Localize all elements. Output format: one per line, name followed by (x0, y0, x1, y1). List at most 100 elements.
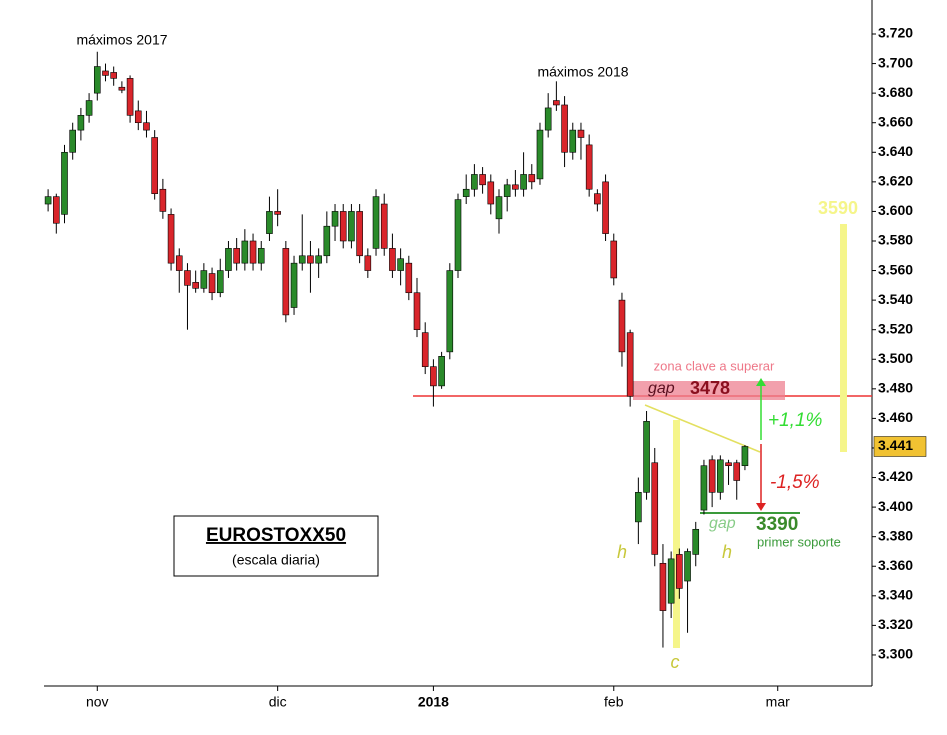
candle-body (200, 270, 208, 289)
candle-body (126, 78, 134, 116)
candle-body (618, 299, 626, 353)
y-tick-label: 3.580 (878, 232, 913, 248)
candle-body (356, 211, 363, 257)
annotation: zona clave a superar (654, 358, 775, 373)
y-tick-label: 3.460 (878, 409, 913, 425)
candle-body (430, 366, 437, 387)
candle-body (389, 248, 396, 271)
candle-body (192, 282, 199, 289)
candle-body (503, 184, 511, 197)
candle-body (487, 181, 495, 205)
y-tick-label: 3.320 (878, 616, 913, 632)
annotation: EUROSTOXX50 (206, 525, 346, 546)
candle-body (372, 196, 380, 249)
candle-body (348, 211, 355, 242)
candle-body (520, 174, 527, 190)
candle-body (626, 332, 634, 397)
c-bar (673, 420, 680, 648)
candle-body (692, 528, 700, 555)
candle-body (602, 181, 609, 234)
candle-body (307, 255, 314, 264)
candle-body (233, 248, 240, 264)
y-tick-label: 3.720 (878, 25, 913, 41)
candle-body (331, 211, 339, 227)
candle-body (446, 270, 454, 353)
candle-body (643, 421, 650, 493)
candle-body (708, 459, 716, 493)
x-tick-label: nov (86, 694, 109, 710)
candle-body (471, 174, 478, 190)
y-tick-label: 3.520 (878, 320, 913, 336)
annotation: gap (648, 380, 675, 397)
annotation: máximos 2017 (76, 32, 167, 48)
x-tick-label: dic (269, 694, 287, 710)
candle-body (553, 100, 560, 106)
candle-body (512, 184, 519, 190)
candle-body (134, 110, 142, 124)
annotation: -1,5% (770, 472, 820, 493)
annotation: primer soporte (757, 534, 841, 549)
last-price-label: 3.441 (878, 437, 913, 453)
candle-body (225, 248, 232, 271)
annotation: c (671, 652, 680, 672)
candle-body (118, 86, 126, 91)
candle-body (462, 188, 470, 197)
candle-body (577, 129, 585, 138)
candle-body (495, 196, 503, 220)
annotation: máximos 2018 (537, 64, 628, 80)
candle-body (93, 66, 101, 94)
y-tick-label: 3.340 (878, 587, 913, 603)
candle-body (676, 554, 683, 589)
candle-body (536, 129, 544, 180)
candle-body (266, 211, 273, 234)
candle-body (52, 196, 60, 224)
y-tick-label: 3.560 (878, 261, 913, 277)
candle-body (741, 446, 749, 467)
y-tick-label: 3.380 (878, 527, 913, 543)
candle-body (725, 462, 732, 467)
y-tick-label: 3.540 (878, 291, 913, 307)
annotation: 3390 (756, 514, 798, 535)
candle-body (684, 551, 691, 582)
last-price-box (873, 436, 927, 457)
title-box (173, 515, 379, 577)
candle-body (339, 211, 347, 242)
candle-body (290, 262, 298, 308)
annotation: 3590 (818, 198, 858, 218)
x-tick-label: mar (766, 694, 790, 710)
candle-body (405, 262, 413, 294)
candle-body (528, 174, 536, 183)
y-tick-label: 3.600 (878, 202, 913, 218)
candle-body (77, 115, 85, 131)
annotation: gap (709, 515, 736, 532)
candle-body (85, 100, 93, 116)
up-arrow-head (756, 378, 766, 386)
annotation: 3478 (690, 378, 730, 398)
candle-body (479, 174, 486, 186)
candle-body (282, 248, 290, 316)
candle-body (257, 248, 265, 264)
candle-body (569, 129, 577, 153)
candle-body (102, 70, 109, 76)
candle-body (659, 562, 667, 611)
x-tick-label: 2018 (418, 694, 449, 710)
candle-body (438, 356, 445, 387)
candle-body (315, 255, 322, 264)
candle-body (175, 255, 183, 271)
candle-body (717, 459, 724, 493)
candle-body (585, 144, 593, 190)
candle-body (454, 199, 462, 271)
candle-body (159, 188, 167, 212)
candle-body (635, 492, 642, 523)
y-tick-label: 3.620 (878, 173, 913, 189)
annotation: h (722, 542, 732, 562)
candle-body (421, 332, 429, 367)
candle-body (216, 270, 224, 294)
down-arrow-head (756, 503, 766, 511)
candle-body (651, 462, 659, 555)
candle-body (184, 270, 191, 286)
y-tick-label: 3.480 (878, 380, 913, 396)
candle-body (594, 193, 601, 205)
